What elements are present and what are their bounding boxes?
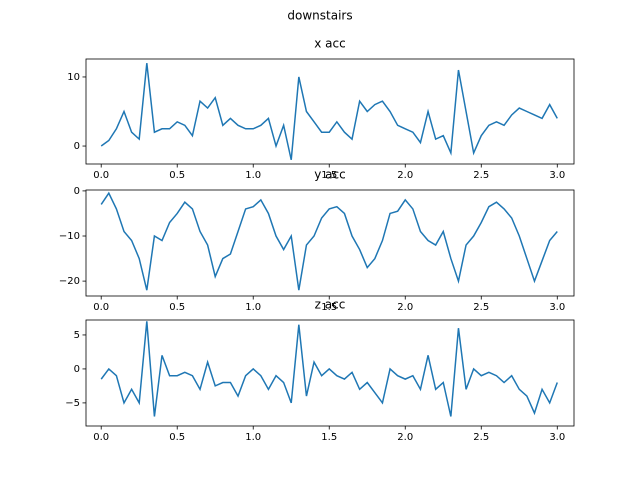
data-line <box>100 191 558 291</box>
y-tick-label: 0 <box>74 364 80 375</box>
axes-title: y acc <box>314 168 345 182</box>
y-tick-label: −20 <box>59 276 80 287</box>
y-tick-label: 5 <box>74 330 80 341</box>
x-tick-label: 1.5 <box>321 432 337 443</box>
figure-title: downstairs <box>287 9 352 23</box>
axes-title: x acc <box>314 37 345 51</box>
axes-frame <box>85 319 575 427</box>
x-tick-label: 0.5 <box>169 432 185 443</box>
axes-frame <box>85 189 575 297</box>
y-tick-label: −5 <box>65 398 80 409</box>
axes-frame <box>85 58 575 165</box>
x-tick-label: 0.0 <box>93 170 109 181</box>
x-tick-label: 2.0 <box>397 432 413 443</box>
y-tick-label: −10 <box>59 231 80 242</box>
x-tick-label: 3.0 <box>549 170 565 181</box>
axes-title: z acc <box>315 298 346 312</box>
x-tick-label: 2.5 <box>473 302 489 313</box>
x-tick-label: 0.5 <box>169 170 185 181</box>
x-tick-label: 0.5 <box>169 302 185 313</box>
y-tick-label: 0 <box>74 186 80 197</box>
x-tick-label: 3.0 <box>549 302 565 313</box>
y-tick-label: 0 <box>74 141 80 152</box>
x-tick-label: 2.0 <box>397 170 413 181</box>
x-tick-label: 1.5 <box>321 170 337 181</box>
x-tick-label: 1.0 <box>245 170 261 181</box>
x-tick-label: 2.5 <box>473 170 489 181</box>
x-tick-label: 1.0 <box>245 302 261 313</box>
x-tick-label: 1.0 <box>245 432 261 443</box>
x-tick-label: 0.0 <box>93 302 109 313</box>
x-tick-label: 3.0 <box>549 432 565 443</box>
x-tick-label: 1.5 <box>321 302 337 313</box>
x-tick-label: 0.0 <box>93 432 109 443</box>
data-line <box>100 321 558 417</box>
data-line <box>100 63 558 161</box>
x-tick-label: 2.0 <box>397 302 413 313</box>
x-tick-label: 2.5 <box>473 432 489 443</box>
y-tick-label: 10 <box>67 72 80 83</box>
